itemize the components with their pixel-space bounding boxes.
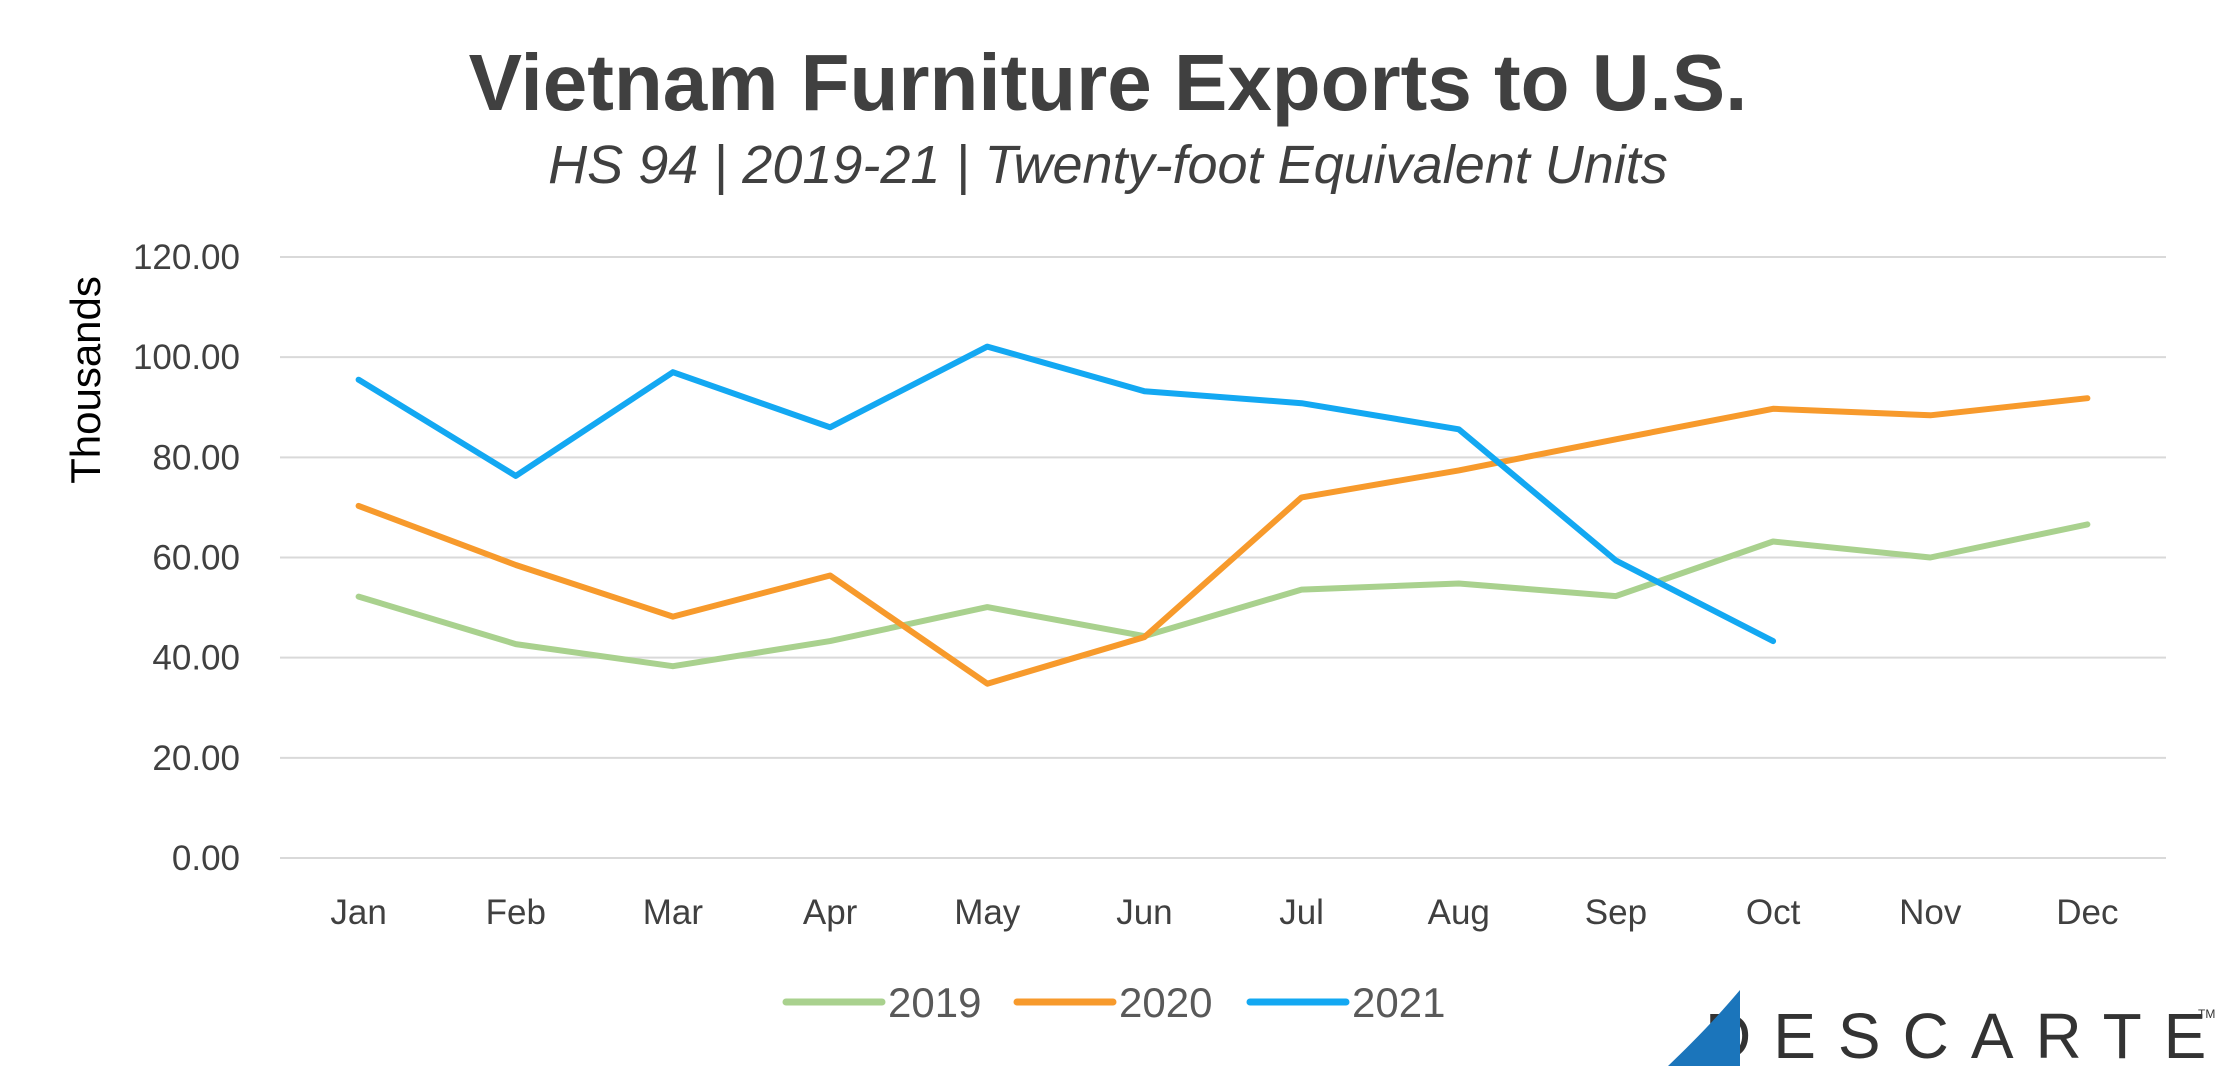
y-axis-ticks: 0.00 20.00 40.00 60.00 80.00 100.00 120.00 [133,238,240,878]
y-tick-label: 0.00 [172,839,240,878]
legend-label-2020: 2020 [1119,979,1212,1026]
y-tick-label: 80.00 [152,438,240,477]
x-tick-label: Jul [1279,893,1324,932]
x-tick-label: Jan [330,893,386,932]
x-tick-label: Feb [486,893,546,932]
x-tick-label: Apr [803,893,858,932]
x-tick-label: Dec [2056,893,2118,932]
descartes-logo: DESCARTES TM [1668,990,2217,1069]
series-line-2021 [355,343,1777,645]
x-tick-label: Sep [1585,893,1647,932]
y-tick-label: 20.00 [152,739,240,778]
chart-subtitle: HS 94 | 2019-21 | Twenty-foot Equivalent… [548,135,1668,195]
brand-trademark: TM [2198,1007,2215,1021]
chart-title: Vietnam Furniture Exports to U.S. [469,38,1748,127]
series-line-2020 [355,395,2091,687]
x-axis-ticks: Jan Feb Mar Apr May Jun Jul Aug Sep Oct Nov Dec [330,893,2118,932]
x-tick-label: Aug [1428,893,1490,932]
legend-label-2021: 2021 [1352,979,1445,1026]
x-tick-label: Oct [1746,893,1801,932]
x-tick-label: Jun [1116,893,1172,932]
legend: 2019 2020 2021 [782,979,1445,1026]
x-tick-label: May [954,893,1021,932]
y-tick-label: 100.00 [133,338,240,377]
x-tick-label: Mar [643,893,704,932]
gridlines [280,256,2166,859]
y-axis-label: Thousands [62,276,109,484]
y-tick-label: 120.00 [133,238,240,277]
series-lines [355,343,2091,687]
x-tick-label: Nov [1899,893,1962,932]
brand-name: DESCARTES [1705,1000,2217,1069]
y-tick-label: 40.00 [152,639,240,678]
series-line-2019 [355,521,2091,670]
y-tick-label: 60.00 [152,539,240,578]
legend-label-2019: 2019 [888,979,981,1026]
brand-sail-icon [1668,990,1740,1066]
